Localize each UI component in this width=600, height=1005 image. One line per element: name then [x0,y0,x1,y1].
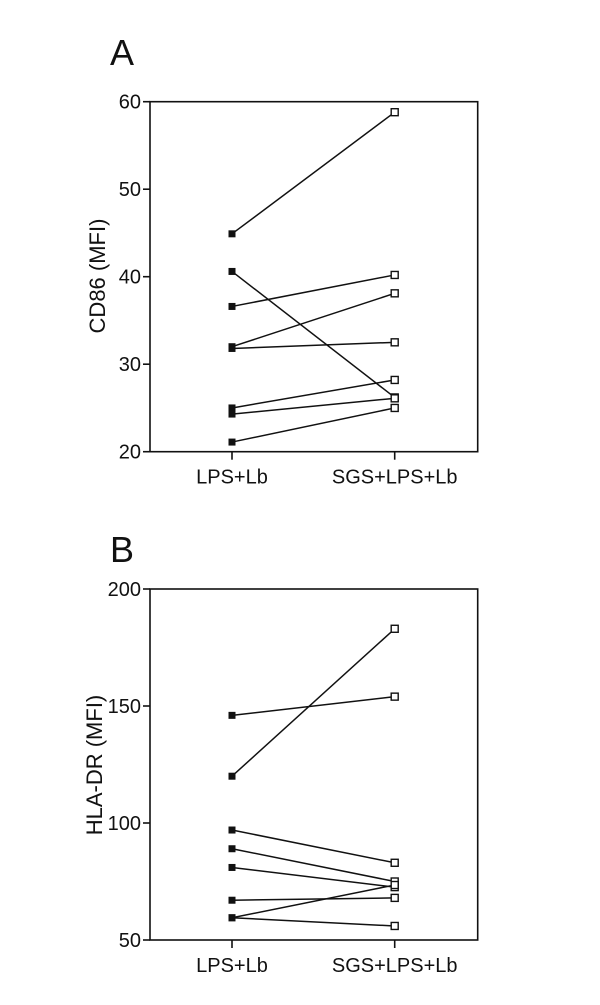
paired-series-line [228,270,399,310]
open-square-marker [390,880,399,890]
open-square-marker [390,692,399,701]
paired-series-line [228,624,399,780]
filled-square-marker [228,914,236,922]
y-ticks-b: 50 100 150 200 [108,579,150,952]
open-square-marker [390,394,399,403]
filled-square-marker [228,826,236,834]
y-tick-label: 60 [119,92,141,114]
axes-a [149,100,479,453]
axes-b [149,588,479,941]
filled-square-marker [228,896,236,904]
paired-series-line [228,403,399,446]
paired-series-line [228,880,399,922]
filled-square-marker [228,302,236,310]
paired-series-line [228,893,399,904]
x-category-label: SGS+LPS+Lb [332,467,458,489]
x-category-label: SGS+LPS+Lb [332,955,458,977]
filled-square-marker [228,410,236,418]
y-tick-label: 50 [119,179,141,201]
paired-series-line [228,289,399,351]
open-square-marker [390,289,399,298]
filled-square-marker [228,404,236,412]
paired-series-line [228,338,399,352]
paired-series-line [228,267,399,402]
y-tick-label: 30 [119,354,141,376]
series-lines-b [228,624,399,931]
y-tick-label: 150 [108,696,141,718]
filled-square-marker [228,438,236,446]
plot-frame [149,100,479,453]
filled-square-marker [228,772,236,780]
open-square-marker [390,921,399,931]
open-square-marker [390,403,399,413]
open-square-marker [390,893,399,903]
filled-square-marker [228,863,236,871]
x-categories-a: LPS+Lb SGS+LPS+Lb [196,451,458,489]
paired-series-line [228,107,399,238]
filled-square-marker [228,230,236,238]
open-square-marker [390,858,399,867]
y-tick-label: 50 [119,930,141,952]
open-square-marker [390,107,399,117]
paired-series-line [228,375,399,412]
open-square-marker [390,624,399,633]
filled-square-marker [228,845,236,853]
paired-series-line [228,845,399,886]
y-tick-label: 20 [119,442,141,464]
plot-frame [149,588,479,941]
open-square-marker [390,375,399,385]
filled-square-marker [228,344,236,352]
y-tick-label: 40 [119,267,141,289]
x-category-label: LPS+Lb [196,467,268,489]
open-square-marker [390,270,399,280]
paired-series-line [228,692,399,719]
paired-series-line [228,826,399,867]
filled-square-marker [228,711,236,719]
y-ticks-a: 20 30 40 50 60 [119,92,150,464]
panel-letter-b: B [110,529,134,570]
x-category-label: LPS+Lb [196,955,268,977]
x-categories-b: LPS+Lb SGS+LPS+Lb [196,940,458,977]
panel-b-hla-dr-chart: B HLA-DR (MFI) 50 100 150 200 LPS+Lb SGS+LPS… [82,529,479,977]
open-square-marker [390,338,399,347]
y-axis-title-b: HLA-DR (MFI) [82,695,107,836]
filled-square-marker [228,267,236,275]
panel-a-cd86-chart: A CD86 (MFI) 20 30 40 50 60 LPS+Lb SGS+LPS+Lb [85,32,479,489]
y-axis-title-a: CD86 (MFI) [85,219,110,334]
paired-series-line [228,914,399,931]
y-tick-label: 100 [108,813,141,835]
series-lines-a [228,107,399,446]
paired-series-line [228,394,399,418]
panel-letter-a: A [110,32,134,73]
y-tick-label: 200 [108,579,141,601]
